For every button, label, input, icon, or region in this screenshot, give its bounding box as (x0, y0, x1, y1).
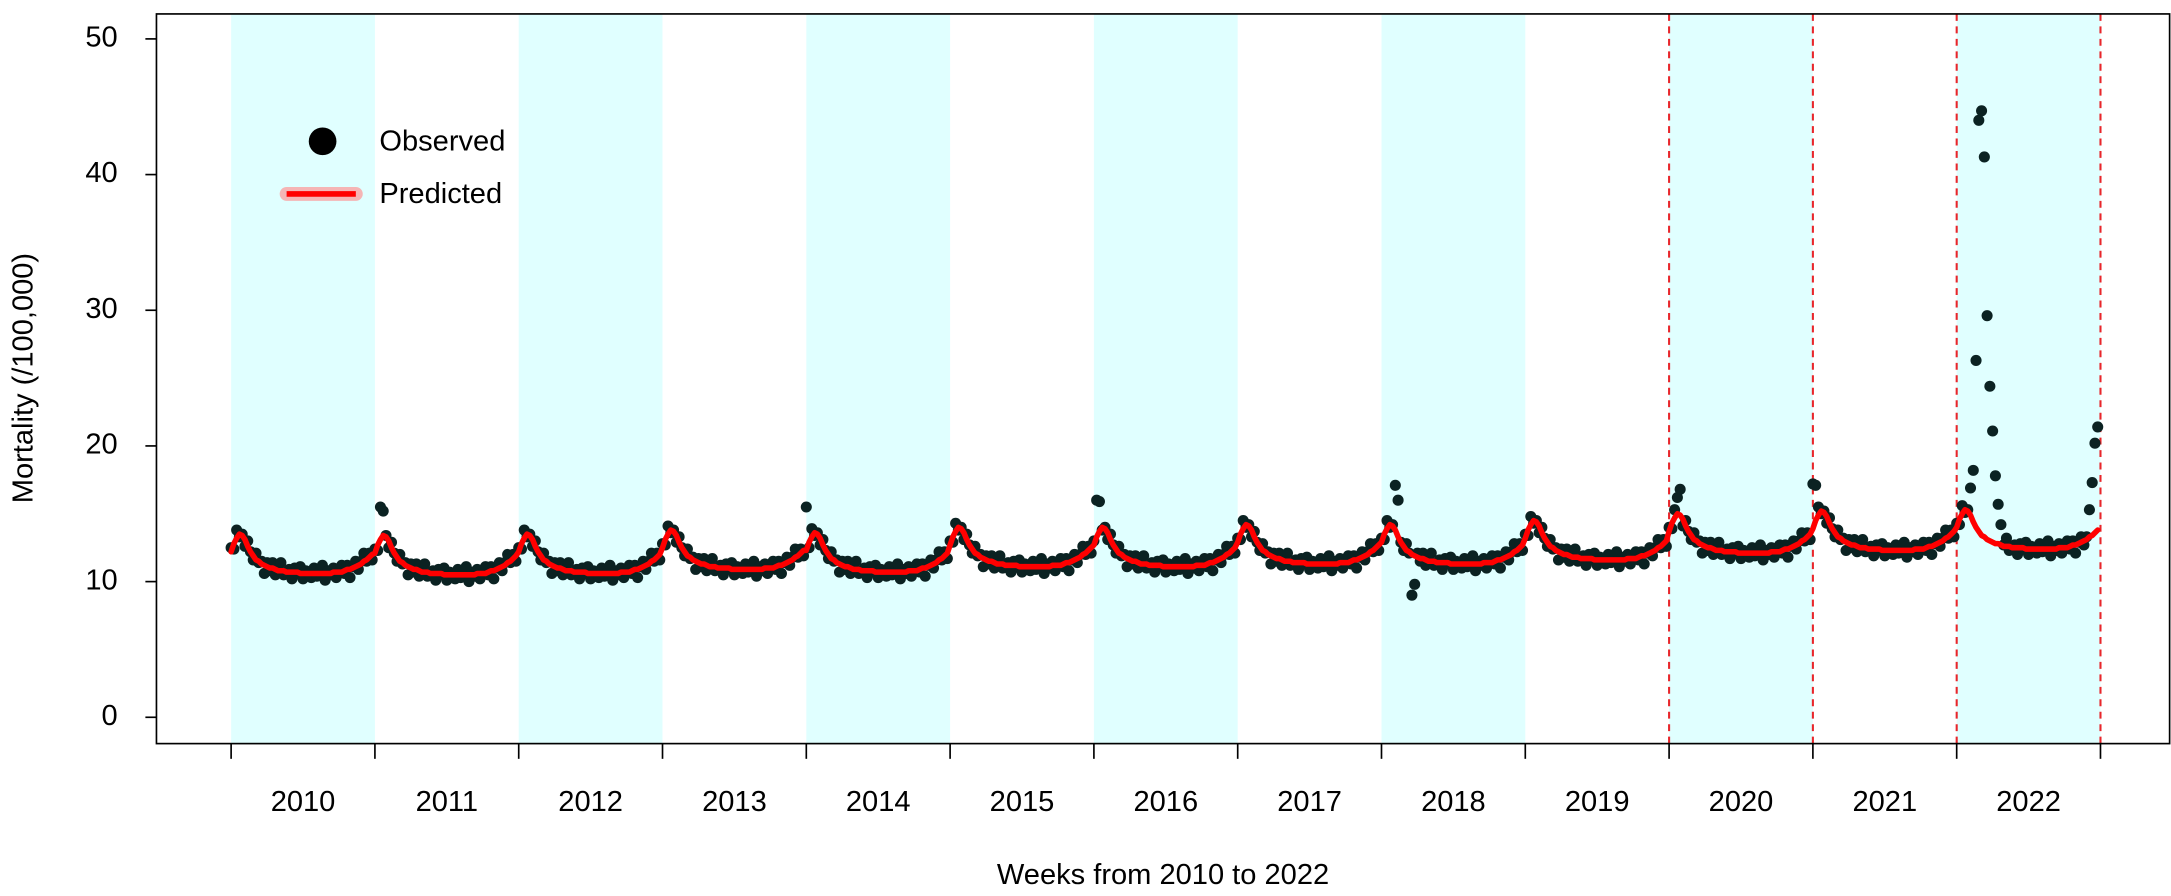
year-label: 2018 (1421, 786, 1486, 818)
y-tick-label: 10 (85, 564, 117, 596)
observed-point (1967, 464, 1979, 476)
observed-point (1281, 547, 1294, 559)
observed-point (1494, 562, 1506, 574)
predicted-line (228, 506, 2101, 578)
marks (225, 105, 2104, 601)
observed-point (775, 567, 787, 580)
plot-box (155, 13, 2171, 745)
year-label: 2019 (1565, 786, 1630, 818)
year-band (806, 13, 951, 744)
year-label: 2012 (558, 786, 623, 818)
observed-point (2000, 532, 2012, 544)
y-tick-label: 30 (85, 293, 117, 325)
observed-point (2083, 504, 2095, 516)
year-band (1956, 13, 2101, 744)
legend-label: Observed (379, 125, 505, 157)
observed-point (1392, 494, 1404, 506)
observed-point (1138, 550, 1150, 562)
observed-point (1976, 105, 1988, 117)
observed-point (1978, 151, 1990, 163)
observed-point (2089, 437, 2101, 449)
year-band (1669, 13, 1813, 744)
observed-point (1984, 380, 1996, 392)
observed-point (1406, 589, 1418, 601)
year-band (231, 13, 375, 744)
observed-point (1973, 114, 1985, 126)
observed-point (377, 505, 389, 517)
observed-point (2086, 477, 2098, 489)
y-axis-title: Mortality (/100,000) (8, 253, 40, 503)
y-tick-label: 40 (85, 157, 117, 189)
year-label: 2021 (1852, 786, 1917, 818)
observed-point (488, 573, 500, 585)
observed-point (632, 571, 644, 584)
observed-point (1857, 534, 1869, 546)
year-label: 2011 (416, 786, 479, 818)
observed-point (919, 570, 931, 582)
legend-point (308, 127, 337, 156)
y-tick-label: 0 (102, 700, 118, 732)
observed-point (1987, 425, 1999, 437)
year-label: 2013 (702, 786, 767, 818)
observed-point (1638, 558, 1650, 570)
observed-point (1713, 536, 1725, 548)
observed-point (2092, 421, 2104, 433)
observed-point (1810, 479, 1822, 491)
y-tick-label: 20 (85, 429, 117, 461)
observed-point (850, 555, 862, 567)
y-tick-label: 50 (85, 22, 117, 54)
observed-point (1989, 470, 2001, 482)
observed-point (1995, 519, 2007, 531)
observed-point (419, 558, 431, 570)
observed-point (1782, 551, 1794, 563)
observed-point (2070, 547, 2082, 559)
year-band (518, 13, 663, 744)
year-band (1093, 13, 1238, 744)
observed-point (1569, 543, 1581, 555)
year-band (1381, 13, 1526, 744)
observed-point (706, 553, 718, 565)
observed-point (1674, 483, 1686, 495)
observed-point (1981, 310, 1993, 322)
year-label: 2014 (846, 786, 911, 818)
year-label: 2010 (271, 786, 336, 818)
observed-point (1351, 562, 1363, 574)
year-label: 2015 (990, 786, 1055, 818)
observed-point (1970, 354, 1982, 366)
observed-point (1093, 496, 1105, 508)
observed-point (1063, 565, 1075, 577)
axes: 0 10 20 30 40 50 2010 2011 2012 2013 2014 2015 2016 2… (85, 13, 2171, 818)
observed-point (1425, 547, 1437, 559)
observed-point (1207, 565, 1219, 577)
year-label: 2017 (1277, 786, 1342, 818)
observed-point (344, 571, 356, 584)
year-label: 2020 (1709, 786, 1774, 818)
observed-point (1389, 479, 1401, 491)
observed-point (994, 550, 1006, 562)
year-label: 2016 (1133, 786, 1198, 818)
year-label: 2022 (1996, 786, 2061, 818)
observed-point (1992, 498, 2004, 510)
bands (231, 13, 2102, 744)
x-axis-title: Weeks from 2010 to 2022 (997, 859, 1329, 891)
observed-point (562, 557, 575, 569)
legend-label: Predicted (379, 178, 502, 210)
observed-point (275, 557, 287, 569)
observed-point (1926, 548, 1938, 561)
observed-point (1409, 578, 1421, 590)
observed-point (1964, 482, 1977, 494)
observed-point (800, 501, 812, 513)
